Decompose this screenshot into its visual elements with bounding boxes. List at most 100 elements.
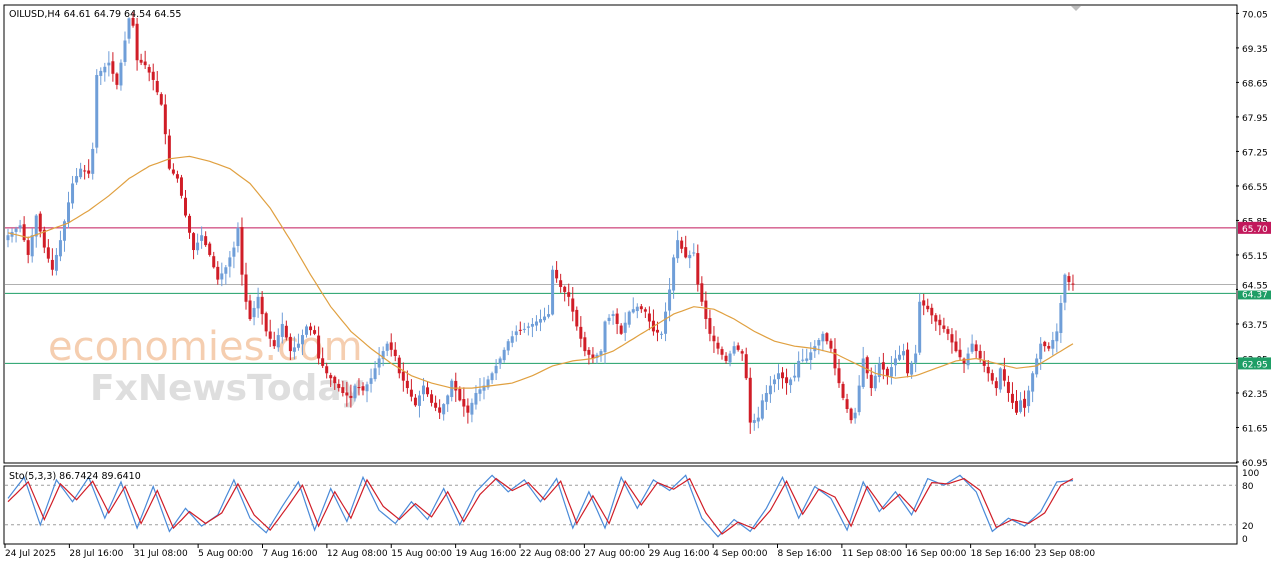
candle	[793, 364, 797, 382]
candle	[893, 350, 897, 377]
candle	[514, 325, 518, 342]
candle	[543, 307, 547, 323]
candle	[300, 329, 304, 355]
candle	[958, 338, 962, 361]
candle	[994, 377, 998, 396]
candle	[454, 372, 458, 402]
symbol-info: OILUSD,H4 64.61 64.79 64.54 64.55	[9, 9, 181, 20]
candle	[728, 350, 732, 367]
candle	[704, 291, 708, 330]
candle	[982, 350, 986, 373]
level-label-support_green: 64.37	[1242, 290, 1268, 300]
candle	[1067, 272, 1071, 291]
candle	[470, 398, 474, 423]
candle	[139, 53, 143, 66]
price-tick-label: 66.55	[1242, 183, 1268, 193]
candle	[216, 261, 220, 285]
candle	[159, 92, 163, 106]
time-tick-label: 5 Aug 00:00	[198, 549, 253, 559]
candle	[393, 342, 397, 362]
candle	[837, 359, 841, 388]
candle	[208, 241, 212, 257]
candle	[857, 375, 861, 416]
time-tick-label: 22 Aug 08:00	[520, 549, 581, 559]
candle	[127, 17, 131, 44]
candle	[163, 94, 167, 145]
candle	[587, 347, 591, 365]
price-tick-label: 68.65	[1242, 79, 1268, 89]
price-tick-label: 62.35	[1242, 390, 1268, 400]
candle	[700, 276, 704, 306]
time-tick-label: 23 Sep 08:00	[1035, 549, 1095, 559]
candle	[46, 239, 50, 263]
candle	[143, 50, 147, 70]
candle	[680, 236, 684, 254]
candle	[369, 368, 373, 393]
candle	[772, 374, 776, 393]
candle	[712, 326, 716, 353]
candle	[575, 306, 579, 331]
candle	[853, 407, 857, 424]
candle	[365, 381, 369, 403]
candle	[1010, 382, 1014, 410]
candle	[998, 367, 1002, 393]
candle	[1063, 273, 1067, 311]
candle	[71, 175, 75, 209]
candle	[547, 304, 551, 319]
candle	[502, 347, 506, 363]
candle	[34, 213, 38, 248]
time-tick-label: 29 Aug 16:00	[649, 549, 710, 559]
candle	[817, 337, 821, 355]
candle	[1039, 337, 1043, 370]
candle	[58, 230, 62, 262]
candle	[361, 382, 365, 396]
level-tag-support_green	[1238, 357, 1271, 370]
candle	[373, 361, 377, 382]
time-tick-label: 18 Sep 16:00	[971, 549, 1031, 559]
candle	[877, 356, 881, 383]
candle	[381, 346, 385, 367]
candle	[426, 381, 430, 397]
candle	[111, 52, 115, 82]
candle	[611, 310, 615, 325]
candle	[922, 293, 926, 316]
candle	[123, 31, 127, 66]
candle	[660, 331, 664, 340]
candle	[1059, 295, 1063, 343]
candle	[768, 376, 772, 403]
candle	[413, 394, 417, 407]
price-axis: 70.0569.3568.6567.9567.2566.5565.8565.15…	[1236, 10, 1268, 469]
candle	[534, 315, 538, 332]
candle	[26, 236, 30, 264]
candle	[970, 334, 974, 354]
candle	[107, 51, 111, 77]
candle	[934, 313, 938, 331]
candle	[720, 346, 724, 360]
time-tick-label: 4 Sep 00:00	[713, 549, 768, 559]
candle	[579, 316, 583, 348]
candle	[627, 310, 631, 328]
candle	[135, 17, 139, 71]
candle	[42, 226, 46, 254]
candle	[563, 285, 567, 302]
candle	[482, 377, 486, 400]
candle	[898, 345, 902, 361]
candle	[902, 343, 906, 361]
candle	[131, 12, 135, 28]
candle	[474, 385, 478, 410]
candle	[171, 163, 175, 176]
time-tick-label: 28 Jul 16:00	[69, 549, 123, 559]
stoch-main-line	[7, 474, 1074, 538]
candle	[736, 342, 740, 352]
candle	[889, 356, 893, 385]
candle	[538, 309, 542, 332]
candle	[688, 250, 692, 269]
candle	[99, 67, 103, 85]
candle	[1055, 323, 1059, 353]
candle	[716, 336, 720, 355]
candle	[204, 231, 208, 247]
candle	[1014, 390, 1018, 415]
candle	[776, 364, 780, 390]
time-tick-label: 27 Aug 00:00	[584, 549, 645, 559]
